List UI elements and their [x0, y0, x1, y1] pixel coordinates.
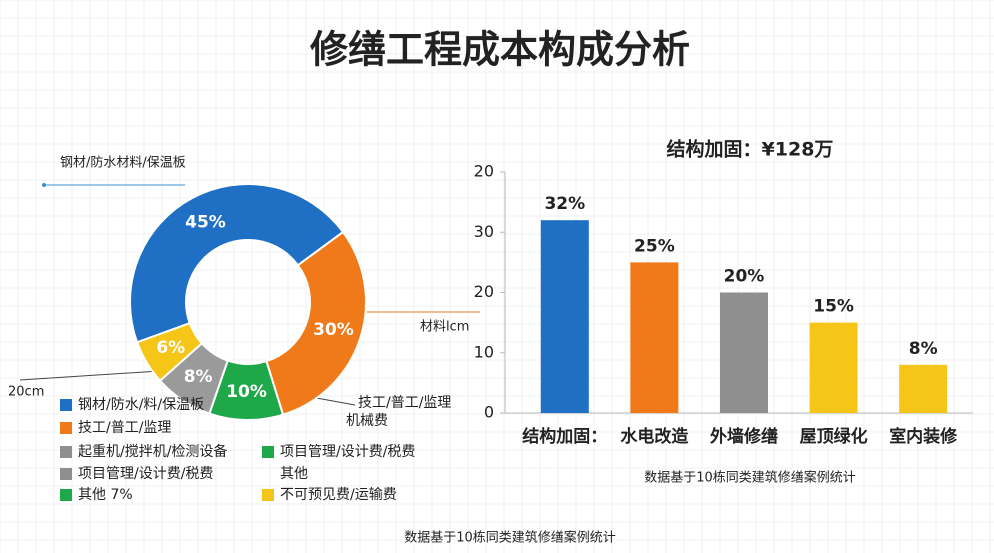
legend-swatch [60, 489, 72, 501]
y-tick-label: 20 [474, 162, 494, 181]
y-tick-label: 10 [474, 342, 494, 361]
x-tick-label: 室内装修 [889, 426, 958, 447]
bar-value-label: 25% [634, 236, 675, 256]
x-tick-label: 水电改造 [620, 426, 689, 447]
bar [630, 262, 679, 413]
legend-label: 其他 7% [78, 487, 133, 503]
slice-label: 8% [184, 367, 213, 387]
bar [540, 220, 589, 413]
annotation: 20cm [8, 385, 44, 400]
donut-slice [129, 183, 345, 344]
legend-swatch [60, 422, 72, 434]
bar [899, 364, 948, 413]
legend-swatch [262, 446, 274, 458]
legend-label: 项目管理/设计费/税费 [78, 466, 213, 482]
legend-swatch [60, 446, 72, 458]
donut-slice [265, 230, 367, 416]
slice-label: 10% [226, 382, 267, 402]
slice-label: 6% [156, 338, 185, 358]
legend-label: 技工/普工/监理 [78, 420, 171, 436]
legend-swatch [60, 399, 72, 411]
bar [809, 322, 858, 413]
y-tick-label: 30 [474, 222, 494, 241]
donut-slice [135, 321, 204, 383]
annotation: 材料lcm [420, 320, 469, 335]
bar-value-label: 20% [724, 267, 765, 287]
legend-label: 项目管理/设计费/税费 [280, 444, 415, 460]
annotation: 机械费 [346, 413, 388, 429]
legend-swatch [60, 468, 72, 480]
x-tick-label: 结构加固： [522, 426, 607, 447]
slice-label: 45% [185, 213, 226, 233]
legend-label: 其他 [280, 466, 308, 482]
annotation: 技工/普工/监理 [358, 395, 451, 411]
legend-label: 起重机/搅拌机/检测设备 [78, 443, 227, 460]
x-tick-label: 屋顶绿化 [800, 426, 868, 447]
legend-label: 钢材/防水/料/保温板 [78, 397, 204, 413]
footnote: 数据基于10栋同类建筑修缮案例统计 [404, 530, 616, 546]
y-tick-label: 0 [484, 403, 494, 422]
x-tick-label: 外墙修缮 [710, 426, 778, 447]
legend-swatch [262, 489, 274, 501]
slice-label: 30% [313, 320, 354, 340]
leader-line [19, 369, 176, 381]
page-title: 修缮工程成本构成分析 [310, 28, 690, 72]
leader-dot [42, 183, 46, 187]
bar-value-label: 32% [544, 194, 585, 214]
annotation: 钢材/防水材料/保温板 [60, 155, 186, 171]
y-tick-label: 20 [474, 282, 494, 301]
bar-title: 结构加固：¥128万 [667, 138, 834, 161]
bar-value-label: 8% [909, 339, 938, 359]
bar-value-label: 15% [813, 297, 854, 317]
footnote: 数据基于10栋同类建筑修缮案例统计 [644, 470, 856, 486]
legend-label: 不可预见费/运输费 [280, 487, 397, 503]
bar [720, 292, 768, 413]
